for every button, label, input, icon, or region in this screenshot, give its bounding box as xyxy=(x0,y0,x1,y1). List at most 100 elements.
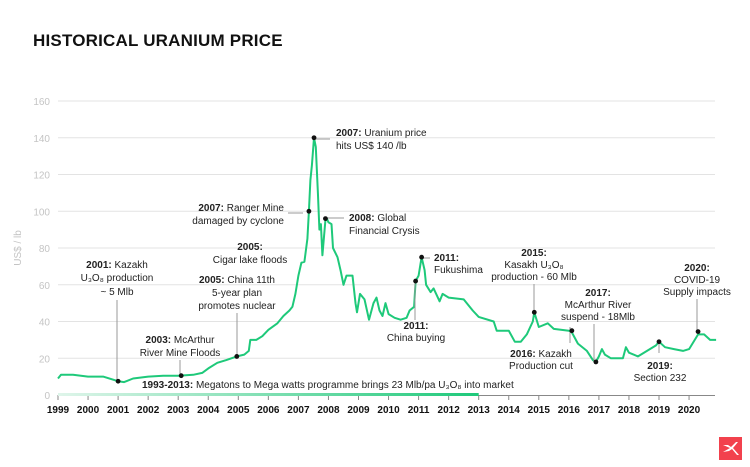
annotation-line: hits US$ 140 /lb xyxy=(336,141,407,152)
annotation-dot xyxy=(695,329,701,335)
annotation-line: McArthur xyxy=(174,335,215,346)
annotation-line: COVID-19 xyxy=(674,275,721,286)
annotation-line: Financial Crysis xyxy=(349,226,420,237)
annotation-text: 5-year plan xyxy=(212,288,262,299)
annotation-text: 2017: xyxy=(585,288,611,299)
annotation-text: suspend - 18Mlb xyxy=(561,312,635,323)
x-tick-label: 2003 xyxy=(167,405,190,416)
x-tick-label: 2005 xyxy=(227,405,250,416)
annotation-text: hits US$ 140 /lb xyxy=(336,141,407,152)
annotation-text: promotes nuclear xyxy=(198,301,276,312)
annotation-line: Ranger Mine xyxy=(227,203,285,214)
y-tick-label: 140 xyxy=(33,134,50,145)
y-tick-label: 0 xyxy=(44,391,50,402)
annotation-text: Production cut xyxy=(509,361,573,372)
annotation-text: 2005: xyxy=(237,242,263,253)
annotation: 2008: Global Financial Crysis xyxy=(323,213,420,237)
annotation-line: damaged by cyclone xyxy=(192,216,284,227)
annotation-text: 2008: Global xyxy=(349,213,406,224)
annotation-line: Supply impacts xyxy=(663,287,731,298)
annotation-dot xyxy=(306,208,312,214)
annotation-text: China buying xyxy=(387,333,445,344)
annotation-text: McArthur River xyxy=(565,300,632,311)
annotation-line: Uranium price xyxy=(364,128,427,139)
annotation-line: Kazakh xyxy=(115,260,148,271)
chart-title: HISTORICAL URANIUM PRICE xyxy=(33,31,283,50)
annotation-year: 2008: xyxy=(349,213,377,224)
annotation-text: production - 60 Mlb xyxy=(491,272,577,283)
annotation-year: 2020: xyxy=(684,263,710,274)
annotation-year: 2017: xyxy=(585,288,611,299)
annotation-text: ~ 5 Mlb xyxy=(100,287,134,298)
annotation-text: 2001: Kazakh xyxy=(86,260,148,271)
annotation-line: China 11th xyxy=(227,275,275,286)
annotation-line: production - 60 Mlb xyxy=(491,272,577,283)
annotation: 2003: McArthur River Mine Floods xyxy=(140,335,221,379)
annotation-text: River Mine Floods xyxy=(140,348,221,359)
annotation-text: Megatons to Mega watts programme brings … xyxy=(196,380,514,391)
annotation-year: 2016: xyxy=(510,349,538,360)
y-tick-label: 160 xyxy=(33,97,50,108)
annotation-year: 2005: xyxy=(199,275,227,286)
annotation-year: 2015: xyxy=(521,248,547,259)
annotation-dot xyxy=(115,378,121,384)
annotation-line: 5-year plan xyxy=(212,288,262,299)
annotation-text: 2011: xyxy=(434,253,459,264)
annotation-line: McArthur River xyxy=(565,300,632,311)
annotation-year: 2007: xyxy=(198,203,226,214)
annotation: 2007: Ranger Mine damaged by cyclone xyxy=(192,203,312,227)
annotation-line: U₃O₈ production xyxy=(81,273,154,284)
annotation-line: Fukushima xyxy=(434,265,483,276)
x-tick-label: 2014 xyxy=(498,405,521,416)
annotation-year: 2019: xyxy=(647,361,673,372)
annotation-line: Cigar lake floods xyxy=(213,255,287,266)
x-tick-label: 2002 xyxy=(137,405,160,416)
x-tick-label: 2019 xyxy=(648,405,671,416)
annotation-dot xyxy=(413,278,418,284)
x-tick-label: 2004 xyxy=(197,405,220,416)
annotation-text: 2016: Kazakh xyxy=(510,349,572,360)
annotation-text: 2007: Uranium price xyxy=(336,128,427,139)
x-logo-icon xyxy=(723,442,739,455)
annotation-year: 2011: xyxy=(403,321,428,332)
x-tick-label: 2018 xyxy=(618,405,641,416)
annotation-text: Section 232 xyxy=(634,373,687,384)
annotation-dot xyxy=(311,135,317,141)
annotation-text: Cigar lake floods xyxy=(213,255,287,266)
annotation-text: U₃O₈ production xyxy=(81,273,154,284)
annotation-year: 2001: xyxy=(86,260,114,271)
annotation-line: ~ 5 Mlb xyxy=(100,287,134,298)
annotation-text: 2011: xyxy=(403,321,428,332)
x-tick-label: 2006 xyxy=(257,405,280,416)
annotation-text: Fukushima xyxy=(434,265,483,276)
x-tick-label: 2001 xyxy=(107,405,130,416)
y-tick-label: 60 xyxy=(39,281,51,292)
x-tick-label: 1999 xyxy=(47,405,70,416)
annotation-text: 2019: xyxy=(647,361,673,372)
annotation: 2005: Cigar lake floods xyxy=(213,242,287,266)
annotation-text: 2007: Ranger Mine xyxy=(198,203,284,214)
annotation-line: China buying xyxy=(387,333,445,344)
annotation-text: 2020: xyxy=(684,263,710,274)
annotation-line: Kazakh xyxy=(539,349,572,360)
annotation-text: 2003: McArthur xyxy=(146,335,216,346)
annotation-year: 2011: xyxy=(434,253,459,264)
annotation-line: Section 232 xyxy=(634,373,687,384)
annotation: 2011:China buying xyxy=(387,278,445,344)
annotation-text: 2005: China 11th xyxy=(199,275,275,286)
annotation-year: 1993-2013: xyxy=(142,380,196,391)
annotation-dot xyxy=(531,309,537,315)
annotation-line: suspend - 18Mlb xyxy=(561,312,635,323)
annotation-line: Global xyxy=(377,213,406,224)
annotation-dot xyxy=(569,328,575,334)
x-tick-label: 2017 xyxy=(588,405,611,416)
annotation-text: Supply impacts xyxy=(663,287,731,298)
x-tick-label: 2007 xyxy=(287,405,310,416)
annotation: 2019:Section 232 xyxy=(634,339,687,384)
brand-logo xyxy=(719,437,742,460)
